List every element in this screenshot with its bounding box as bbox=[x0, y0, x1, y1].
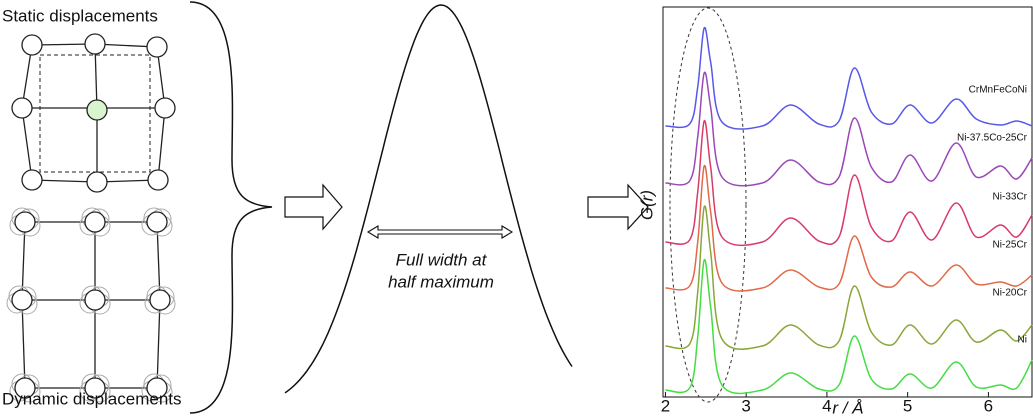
dynamic-label: Dynamic displacements bbox=[2, 389, 182, 408]
brace bbox=[189, 1, 273, 414]
x-axis-label: r / Å bbox=[832, 398, 863, 417]
double-arrow bbox=[366, 225, 514, 239]
series-line bbox=[665, 258, 1033, 395]
series-label: Ni bbox=[1018, 335, 1027, 346]
atom bbox=[147, 169, 169, 191]
y-axis-label: G(r) bbox=[637, 190, 656, 220]
series-label: Ni-33Cr bbox=[993, 192, 1028, 203]
gaussian-curve bbox=[284, 4, 573, 394]
plot-frame bbox=[662, 6, 1033, 398]
series-line bbox=[665, 164, 1033, 292]
arrow bbox=[587, 183, 649, 231]
atom bbox=[149, 289, 171, 311]
static-label: Static displacements bbox=[2, 6, 158, 25]
series-line bbox=[665, 26, 1033, 130]
atom bbox=[154, 97, 176, 119]
series-line bbox=[665, 205, 1033, 350]
atom bbox=[14, 377, 36, 399]
atom bbox=[11, 289, 33, 311]
atom bbox=[146, 211, 168, 233]
arrow bbox=[284, 183, 343, 231]
x-tick-label: 3 bbox=[741, 396, 750, 415]
series-label: Ni-25Cr bbox=[993, 240, 1028, 251]
pdf-chart: 2 3 4 5 6 r / Å G(r) CrMnFeCoNi Ni-37.5Co-25Cr Ni… bbox=[637, 6, 1033, 417]
x-tick-label: 2 bbox=[661, 396, 670, 415]
fwhm-label: half maximum bbox=[388, 272, 494, 291]
series-label: CrMnFeCoNi bbox=[969, 85, 1027, 96]
atom bbox=[11, 97, 33, 119]
atom bbox=[84, 377, 106, 399]
highlight-ellipse bbox=[669, 7, 747, 403]
x-tick-label: 6 bbox=[984, 396, 993, 415]
atom bbox=[14, 211, 36, 233]
atom bbox=[86, 171, 108, 193]
atom bbox=[146, 377, 168, 399]
atom bbox=[84, 289, 106, 311]
atom bbox=[84, 211, 106, 233]
atom bbox=[21, 34, 43, 56]
atom bbox=[146, 36, 168, 58]
atom bbox=[86, 99, 108, 121]
fwhm-label: Full width at bbox=[396, 250, 488, 269]
atom bbox=[21, 169, 43, 191]
lattice-diagrams bbox=[6, 33, 176, 403]
dashed-square bbox=[39, 54, 151, 173]
series-line bbox=[665, 120, 1033, 247]
series-line bbox=[665, 71, 1033, 187]
atom bbox=[84, 33, 106, 55]
x-tick-label: 4 bbox=[822, 396, 831, 415]
series-label: Ni-37.5Co-25Cr bbox=[957, 133, 1028, 144]
x-tick-label: 5 bbox=[903, 396, 912, 415]
series-label: Ni-20Cr bbox=[993, 288, 1028, 299]
